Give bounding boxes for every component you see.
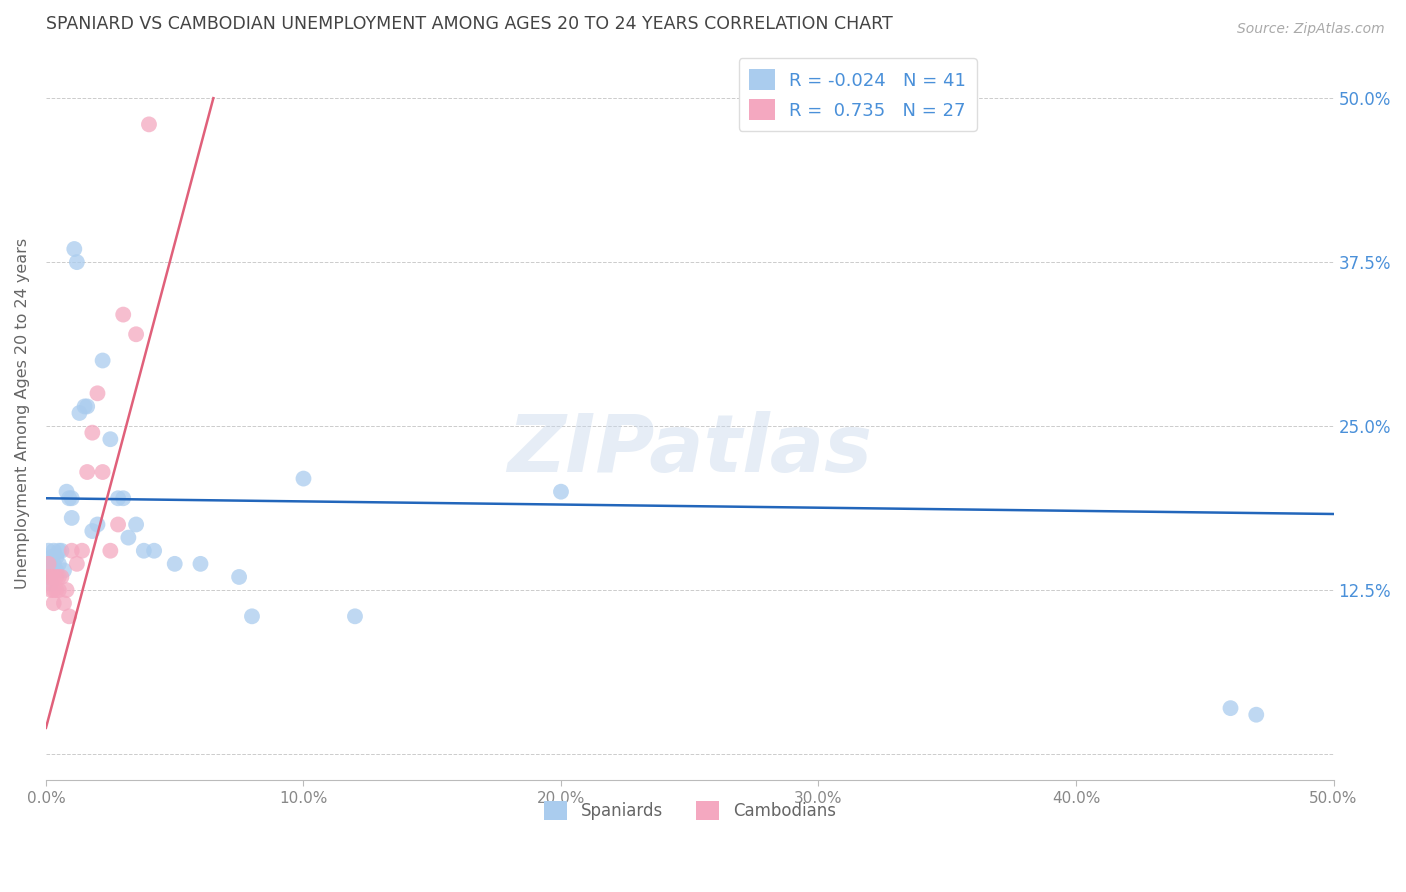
Point <box>107 517 129 532</box>
Point <box>76 465 98 479</box>
Point <box>51 570 73 584</box>
Point <box>42 557 65 571</box>
Point <box>125 327 148 342</box>
Point <box>228 570 250 584</box>
Point <box>73 400 96 414</box>
Point <box>98 543 121 558</box>
Point <box>55 484 77 499</box>
Point <box>38 543 60 558</box>
Point <box>70 543 93 558</box>
Point <box>60 511 83 525</box>
Point <box>343 609 366 624</box>
Point <box>53 596 76 610</box>
Point <box>38 557 60 571</box>
Point <box>51 543 73 558</box>
Point <box>190 557 212 571</box>
Text: SPANIARD VS CAMBODIAN UNEMPLOYMENT AMONG AGES 20 TO 24 YEARS CORRELATION CHART: SPANIARD VS CAMBODIAN UNEMPLOYMENT AMONG… <box>46 15 893 33</box>
Point <box>38 557 60 571</box>
Point <box>82 524 104 538</box>
Point <box>66 255 89 269</box>
Text: ZIPatlas: ZIPatlas <box>508 410 872 489</box>
Point <box>42 583 65 598</box>
Point <box>48 557 70 571</box>
Point <box>117 531 139 545</box>
Point <box>240 609 263 624</box>
Point <box>112 308 135 322</box>
Point <box>107 491 129 506</box>
Point <box>86 386 108 401</box>
Point <box>42 596 65 610</box>
Point <box>58 609 80 624</box>
Point <box>55 583 77 598</box>
Point <box>39 576 62 591</box>
Point <box>132 543 155 558</box>
Point <box>550 484 572 499</box>
Point <box>39 550 62 565</box>
Point <box>53 563 76 577</box>
Point <box>69 406 91 420</box>
Legend: Spaniards, Cambodians: Spaniards, Cambodians <box>537 795 842 827</box>
Point <box>143 543 166 558</box>
Point <box>1219 701 1241 715</box>
Y-axis label: Unemployment Among Ages 20 to 24 years: Unemployment Among Ages 20 to 24 years <box>15 237 30 589</box>
Point <box>45 583 67 598</box>
Point <box>292 472 315 486</box>
Point <box>91 465 114 479</box>
Point <box>60 543 83 558</box>
Point <box>112 491 135 506</box>
Point <box>125 517 148 532</box>
Text: Source: ZipAtlas.com: Source: ZipAtlas.com <box>1237 22 1385 37</box>
Point <box>38 570 60 584</box>
Point <box>91 353 114 368</box>
Point <box>76 400 98 414</box>
Point <box>39 563 62 577</box>
Point <box>48 543 70 558</box>
Point <box>82 425 104 440</box>
Point <box>58 491 80 506</box>
Point <box>45 570 67 584</box>
Point <box>45 550 67 565</box>
Point <box>163 557 186 571</box>
Point <box>138 117 160 131</box>
Point <box>39 570 62 584</box>
Point <box>86 517 108 532</box>
Point <box>48 583 70 598</box>
Point <box>1246 707 1268 722</box>
Point <box>63 242 86 256</box>
Point <box>39 583 62 598</box>
Point <box>66 557 89 571</box>
Point <box>98 432 121 446</box>
Point <box>42 570 65 584</box>
Point <box>60 491 83 506</box>
Point <box>48 570 70 584</box>
Point <box>42 543 65 558</box>
Point <box>45 563 67 577</box>
